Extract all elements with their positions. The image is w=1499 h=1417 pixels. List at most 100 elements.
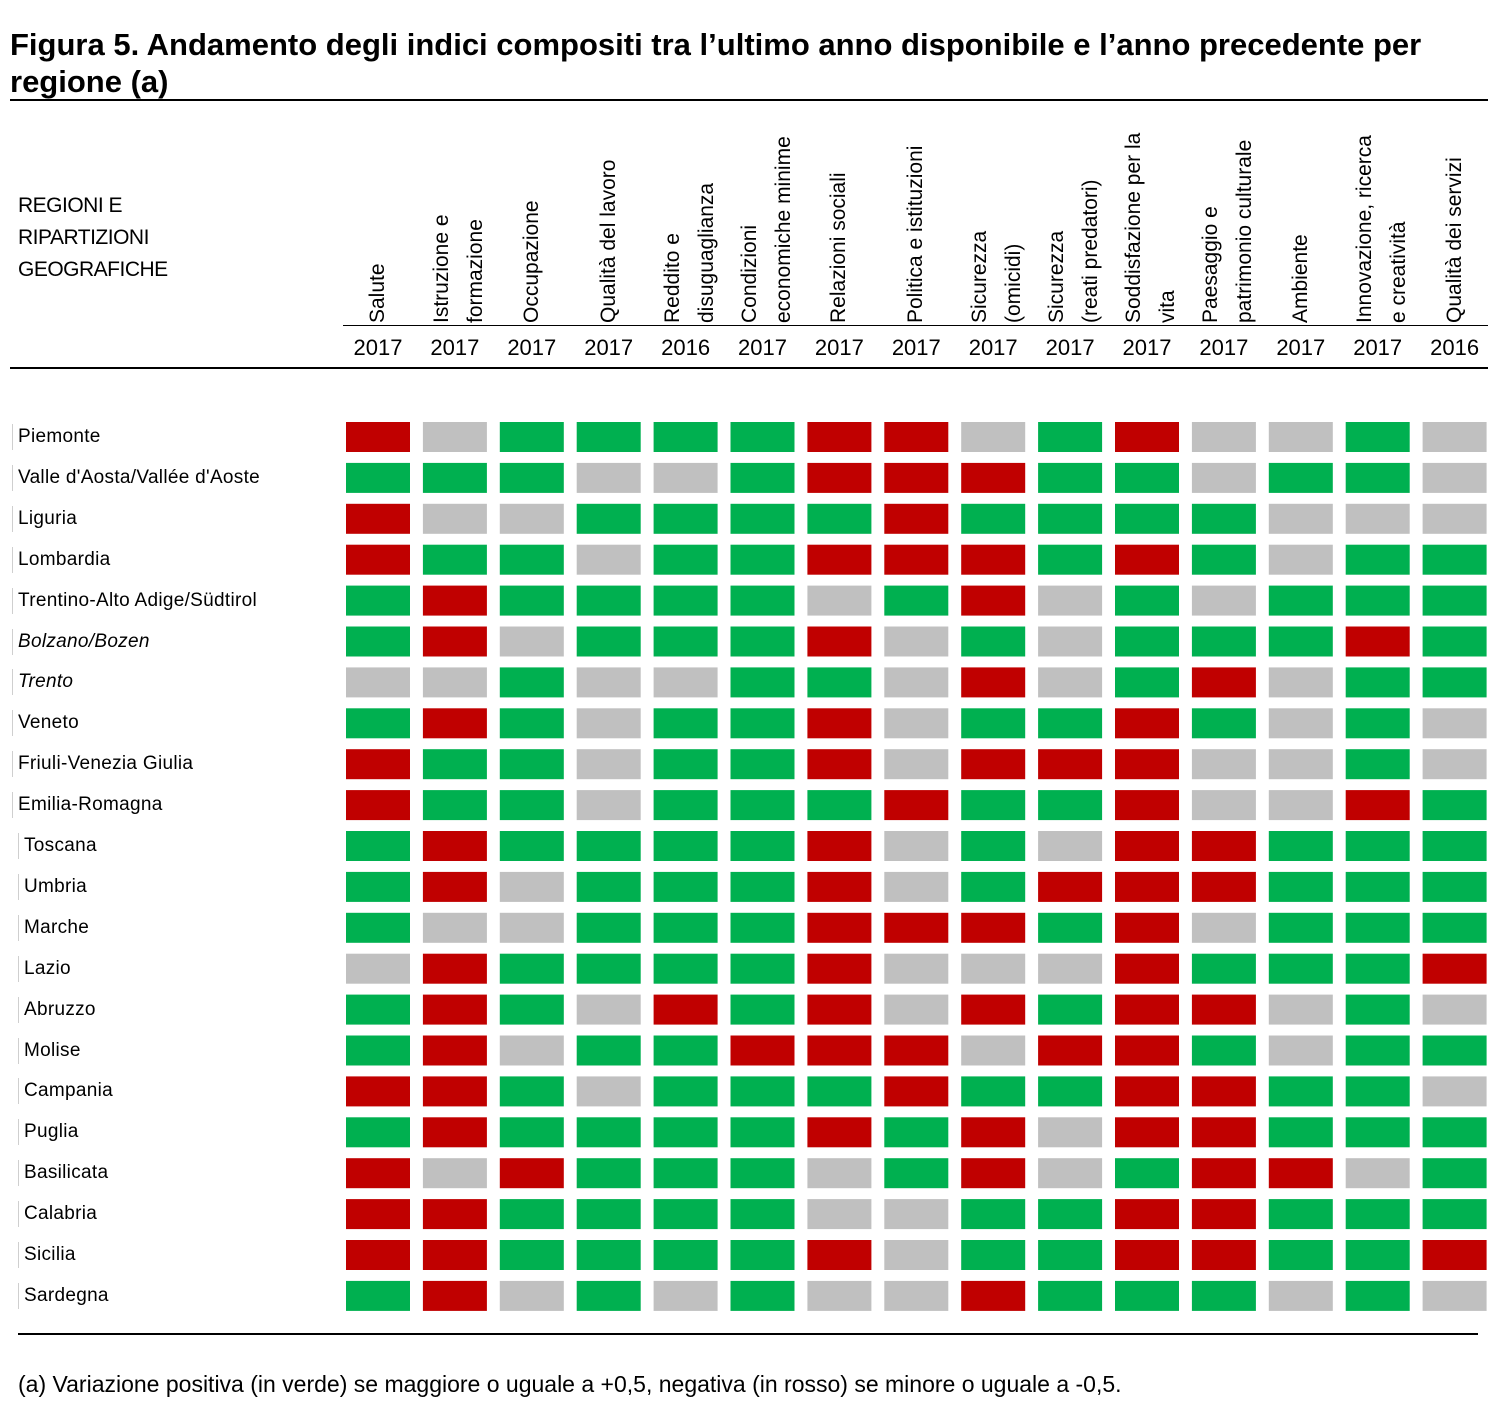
- heatmap-cell: [422, 422, 487, 452]
- heatmap-cell: [807, 544, 872, 575]
- column-year: 2017: [1122, 335, 1172, 360]
- heatmap-cell: [1268, 544, 1333, 575]
- heatmap-cell: [499, 626, 564, 657]
- heatmap-cell: [499, 1035, 564, 1066]
- heatmap-cell: [730, 953, 795, 984]
- heatmap-cell: [1115, 953, 1179, 984]
- heatmap-cell: [807, 749, 872, 780]
- heatmap-cell: [1115, 462, 1179, 493]
- heatmap-cell: [422, 912, 487, 943]
- heatmap-cell: [1115, 1280, 1179, 1311]
- heatmap-cell: [807, 1158, 872, 1189]
- heatmap-cell: [807, 462, 872, 493]
- heatmap-cell: [346, 1280, 410, 1311]
- heatmap-cell: [653, 1035, 718, 1066]
- heatmap-cell: [576, 1280, 641, 1311]
- row-label: Bolzano/Bozen: [12, 628, 150, 655]
- heatmap-cell: [961, 1035, 1026, 1066]
- heatmap-cell: [346, 626, 410, 657]
- row-label: Veneto: [12, 710, 79, 737]
- heatmap-cell: [1268, 953, 1333, 984]
- heatmap-cell: [1115, 708, 1179, 739]
- heatmap-cell: [884, 585, 949, 616]
- chart-title: Figura 5. Andamento degli indici composi…: [10, 27, 1422, 99]
- heatmap-cell: [422, 953, 487, 984]
- heatmap-cell: [1422, 1280, 1487, 1311]
- heatmap-cell: [576, 422, 641, 452]
- heatmap-cell: [807, 1199, 872, 1230]
- heatmap-cell: [807, 912, 872, 943]
- column-year: 2016: [661, 335, 711, 360]
- heatmap-cell: [961, 667, 1026, 698]
- heatmap-cell: [884, 1240, 949, 1270]
- heatmap-cell: [1422, 749, 1487, 780]
- heatmap-cell: [961, 1280, 1026, 1311]
- heatmap-cell: [1268, 1117, 1333, 1148]
- heatmap-cell: [807, 994, 872, 1025]
- heatmap-cell: [653, 790, 718, 821]
- heatmap-cell: [576, 871, 641, 902]
- heatmap-cell: [1115, 1240, 1179, 1270]
- heatmap-cell: [499, 462, 564, 493]
- heatmap-cell: [1268, 462, 1333, 493]
- heatmap-cell: [1191, 1117, 1256, 1148]
- row-label: Campania: [18, 1078, 113, 1105]
- heatmap-cell: [1038, 1280, 1103, 1311]
- heatmap-cell: [961, 994, 1026, 1025]
- heatmap-cell: [422, 1076, 487, 1107]
- row-label: Trentino-Alto Adige/Südtirol: [12, 587, 257, 614]
- heatmap-cell: [1115, 1117, 1179, 1148]
- heatmap-cell: [422, 503, 487, 534]
- heatmap-cell: [1191, 626, 1256, 657]
- row-label: Piemonte: [12, 424, 101, 450]
- heatmap-cell: [422, 585, 487, 616]
- heatmap-cell: [1345, 790, 1410, 821]
- row-label: Puglia: [18, 1119, 79, 1146]
- heatmap-cell: [1115, 749, 1179, 780]
- heatmap-cell: [1191, 1280, 1256, 1311]
- heatmap-cell: [730, 585, 795, 616]
- heatmap-cell: [1115, 790, 1179, 821]
- heatmap-cell: [576, 585, 641, 616]
- heatmap-cell: [422, 1240, 487, 1270]
- heatmap-cell: [499, 871, 564, 902]
- heatmap-cell: [961, 1240, 1026, 1270]
- heatmap-cell: [1191, 1240, 1256, 1270]
- heatmap-cell: [730, 749, 795, 780]
- heatmap-cell: [1115, 585, 1179, 616]
- heatmap-cell: [1345, 1199, 1410, 1230]
- heatmap-cell: [1191, 953, 1256, 984]
- heatmap-cell: [961, 1117, 1026, 1148]
- heatmap-cell: [1115, 1076, 1179, 1107]
- heatmap-cell: [653, 422, 718, 452]
- heatmap-cell: [1422, 1076, 1487, 1107]
- heatmap-cell: [884, 1280, 949, 1311]
- heatmap-cell: [1191, 667, 1256, 698]
- heatmap-cell: [499, 1076, 564, 1107]
- heatmap-cell: [346, 1035, 410, 1066]
- heatmap-cell: [422, 1199, 487, 1230]
- heatmap-cell: [884, 749, 949, 780]
- heatmap-cell: [1422, 994, 1487, 1025]
- heatmap-cell: [961, 790, 1026, 821]
- row-label: Molise: [18, 1037, 81, 1064]
- heatmap-cell: [1115, 831, 1179, 861]
- heatmap-cell: [1115, 503, 1179, 534]
- heatmap-cell: [884, 626, 949, 657]
- column-year: 2017: [507, 335, 557, 360]
- row-label: Sicilia: [18, 1242, 76, 1268]
- heatmap-cell: [1422, 585, 1487, 616]
- heatmap-cell: [499, 994, 564, 1025]
- heatmap-cell: [730, 626, 795, 657]
- row-label: Trento: [12, 669, 73, 696]
- heatmap-cell: [1038, 503, 1103, 534]
- heatmap-cell: [576, 1035, 641, 1066]
- heatmap-cell: [1345, 585, 1410, 616]
- heatmap-cell: [961, 503, 1026, 534]
- heatmap-cell: [653, 1117, 718, 1148]
- heatmap-cell: [1345, 708, 1410, 739]
- column-year: 2017: [814, 335, 864, 360]
- heatmap-cell: [1268, 871, 1333, 902]
- heatmap-cell: [1115, 871, 1179, 902]
